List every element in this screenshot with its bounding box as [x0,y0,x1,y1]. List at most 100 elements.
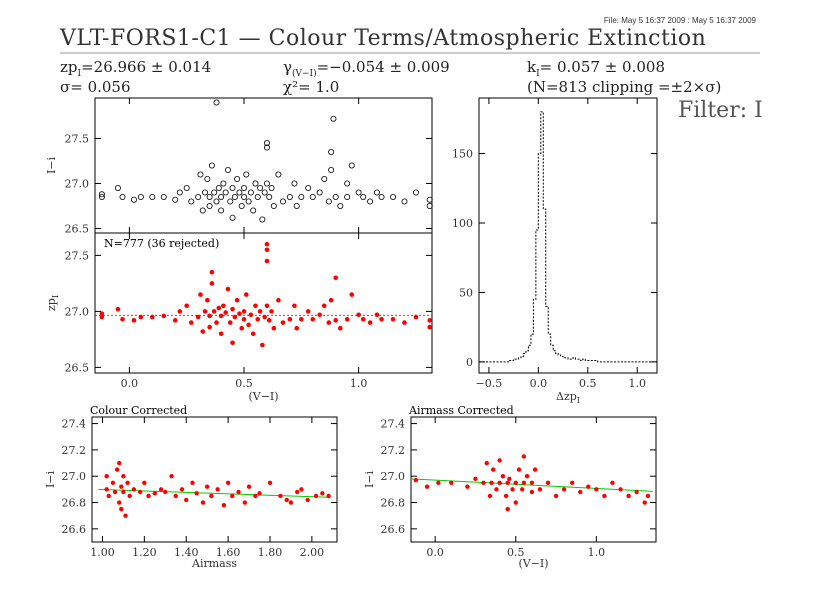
zp-point [138,314,144,320]
ac-point [561,487,567,492]
zp-point [427,324,433,330]
ac-point [497,480,502,485]
raw-point [293,202,300,209]
zp-point [207,313,212,319]
zp-point [209,281,215,286]
zp-point [276,297,281,303]
raw-point [236,189,243,196]
ac-point [489,480,494,485]
gamma-stat: γ(V−I)=−0.054 ± 0.009 [283,58,450,79]
zp-point [294,325,300,331]
zp-point [205,297,210,303]
hist-xtick-label: −0.5 [476,377,503,390]
zp-stat: zpI=26.966 ± 0.014 [60,58,211,79]
cc-point [142,480,147,485]
zp-label: zp [60,58,78,76]
cc-point [114,467,120,472]
raw-point [204,175,211,182]
zp-point [234,297,240,303]
raw-point [199,207,206,214]
ac-xtick-label: 0.5 [507,546,525,559]
raw-point [208,162,215,169]
zp-sub: I [77,69,82,79]
hist-ytick-label: 150 [452,148,473,161]
hist-xlabel: ΔzpI [556,390,580,405]
ac-point [602,493,607,499]
ac-ylabel: I−i [363,470,376,488]
top-ytick-label: 26.5 [65,223,90,236]
cc-point [123,513,128,518]
raw-point [254,193,261,200]
zp-point [356,312,361,318]
k-sub: I [536,69,540,79]
cc-xtick-label: 1.00 [90,546,115,559]
zp-point [264,241,270,247]
k-value: = 0.057 ± 0.008 [539,58,665,76]
ac-point [473,476,478,482]
cc-frame [91,416,338,543]
raw-point [263,144,270,151]
gamma-value: =−0.054 ± 0.009 [316,58,450,76]
ac-point [513,480,518,485]
raw-point [337,202,344,209]
zp-point [305,309,311,314]
mid-ytick-label: 26.5 [65,361,90,374]
hist-frame [478,97,658,374]
top-panel-frame [94,97,433,234]
raw-point [241,193,248,200]
cc-ytick-label: 27.2 [62,444,87,457]
mid-ylabel: zpI [45,295,60,311]
zp-point [271,325,277,331]
cc-point [137,489,143,495]
raw-point [222,189,229,196]
cc-xlabel: Airmass [191,557,237,570]
raw-point [227,198,234,205]
top-ytick-label: 27.5 [65,133,90,146]
cc-point [121,474,126,479]
zp-point [257,309,263,314]
raw-point [130,196,137,203]
zp-point [150,314,155,320]
cc-ytick-label: 26.8 [62,497,87,510]
ac-point [510,487,515,492]
raw-point [263,139,270,146]
cc-ylabel: I−i [44,470,57,488]
raw-point [412,189,419,196]
raw-point [270,202,277,209]
hist-xtick-label: 0.0 [530,377,548,390]
raw-point [275,171,282,178]
ac-point [494,487,499,492]
zp-point [269,309,274,314]
clip-info: (N=813 clipping =±2×σ) [527,78,722,96]
raw-point [390,193,397,200]
ac-point [642,500,647,505]
cc-point [104,474,109,479]
zp-point [328,297,334,303]
zp-point [367,320,373,325]
ac-point [594,487,599,492]
raw-point [114,184,121,191]
zp-point [237,311,242,316]
ac-point [529,489,535,495]
zp-point [349,292,355,297]
raw-point [176,189,183,196]
cc-point [127,493,132,499]
ac-ytick-label: 26.6 [381,523,406,536]
zp-point [221,303,226,309]
raw-point [257,184,264,191]
mid-xlabel: (V−I) [248,390,278,403]
raw-point [266,193,273,200]
ac-point [481,480,486,485]
zp-point [115,306,121,312]
raw-point [247,189,254,196]
hist-ytick-label: 100 [452,217,473,230]
zp-point [227,320,233,325]
ac-point [569,480,575,485]
cc-point [173,493,178,499]
cc-point [236,489,241,495]
raw-point [344,180,351,187]
cc-point [257,491,262,496]
ac-ytick-label: 27.4 [381,418,406,431]
zp-point [209,269,215,275]
zp-point [374,312,380,318]
